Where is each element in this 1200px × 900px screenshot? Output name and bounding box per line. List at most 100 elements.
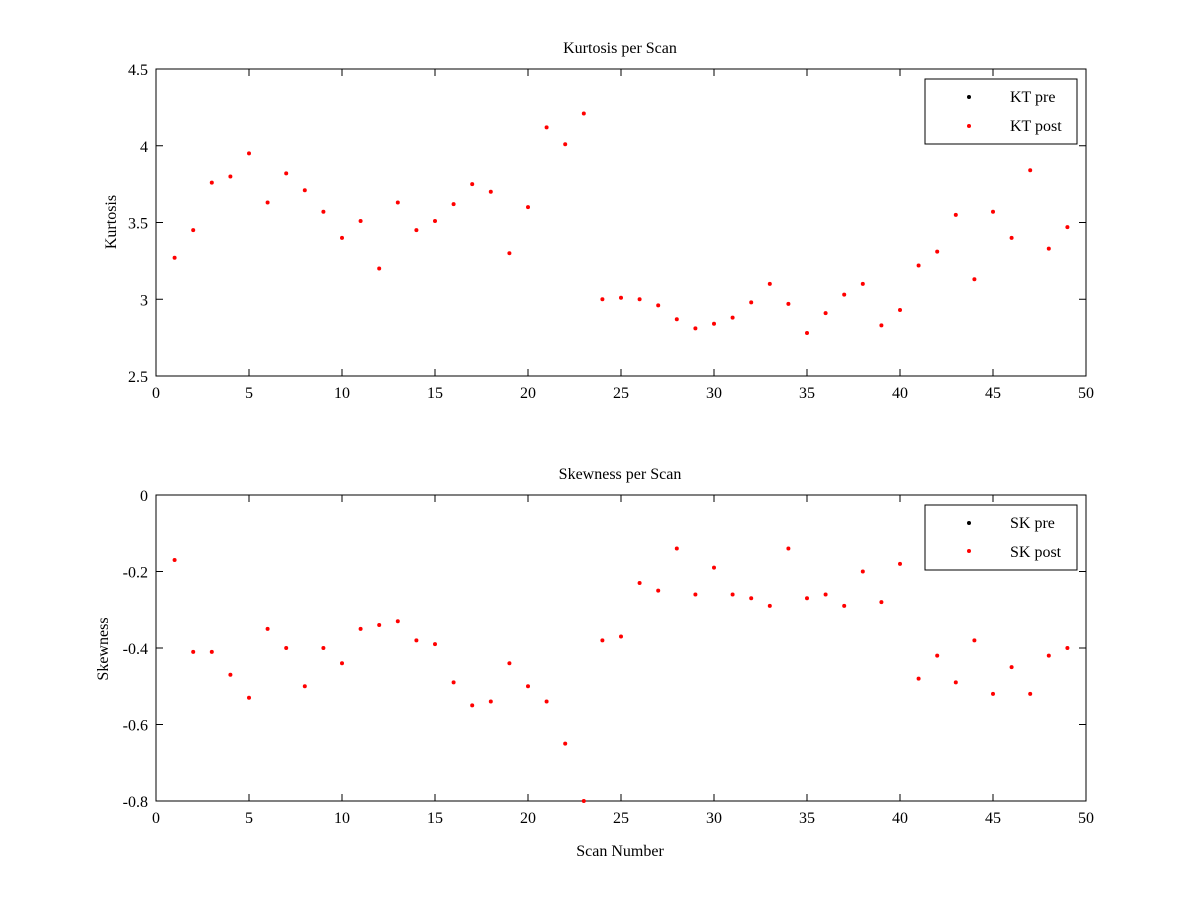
skewness-x-tick-label: 50 <box>1078 810 1094 827</box>
kurtosis-legend: KT pre KT post <box>924 78 1078 145</box>
skewness-point-post <box>284 646 289 650</box>
kurtosis-point-post <box>693 326 698 331</box>
kurtosis-point-post <box>247 151 251 156</box>
kurtosis-point-post <box>786 301 791 306</box>
kurtosis-point-post <box>544 125 549 130</box>
kurtosis-point-post <box>321 209 326 214</box>
skewness-point-post <box>674 546 679 551</box>
skewness-point-post <box>842 603 847 608</box>
kurtosis-point-post <box>433 218 437 223</box>
kurtosis-point-post <box>470 182 475 187</box>
skewness-point-post <box>544 699 549 704</box>
skewness-x-tick-label: 25 <box>613 810 629 827</box>
kurtosis-point-post <box>1046 246 1051 251</box>
kurtosis-point-post <box>953 212 958 217</box>
kurtosis-y-tick-label: 3 <box>140 292 148 309</box>
skewness-point-post <box>823 592 828 597</box>
skewness-point-post <box>191 649 196 654</box>
kurtosis-point-post <box>842 292 847 297</box>
kurtosis-point-post <box>581 111 586 116</box>
skewness-legend-box <box>924 504 1078 571</box>
skewness-x-tick-label: 45 <box>985 810 1001 827</box>
kurtosis-point-post <box>674 317 679 322</box>
skewness-point-post <box>953 680 958 685</box>
skewness-point-post <box>786 546 791 551</box>
skewness-point-post <box>656 588 661 593</box>
kurtosis-point-post <box>488 189 493 194</box>
kurtosis-legend-box <box>924 78 1078 145</box>
skewness-y-tick-label: -0.4 <box>123 641 148 658</box>
kurtosis-point-post <box>284 171 289 176</box>
kurtosis-y-label: Kurtosis <box>103 195 120 249</box>
kurtosis-y-tick-label: 4.5 <box>128 62 148 79</box>
skewness-legend-pre-label: SK pre <box>1010 515 1055 532</box>
skewness-y-label: Skewness <box>95 617 112 680</box>
skewness-point-post <box>693 592 698 597</box>
skewness-point-post <box>395 619 400 624</box>
kurtosis-point-post <box>358 218 363 223</box>
kurtosis-x-tick-label: 20 <box>520 385 536 402</box>
skewness-point-post <box>749 596 754 601</box>
kurtosis-panel: Kurtosis per Scan Kurtosis 0 5 10 15 20 25 30 3… <box>103 40 1094 402</box>
skewness-point-post <box>1009 665 1014 670</box>
skewness-legend: SK pre SK post <box>924 504 1078 571</box>
skewness-point-post <box>619 634 623 639</box>
kurtosis-legend-post-marker <box>967 124 971 128</box>
skewness-point-post <box>302 684 307 689</box>
skewness-point-post <box>451 680 456 685</box>
kurtosis-point-post <box>265 200 270 205</box>
kurtosis-point-post <box>879 323 884 328</box>
skewness-point-post <box>860 569 865 574</box>
kurtosis-legend-pre-label: KT pre <box>1010 89 1055 106</box>
skewness-point-post <box>488 699 493 704</box>
skewness-x-label: Scan Number <box>576 843 664 860</box>
kurtosis-point-post <box>935 249 940 254</box>
kurtosis-point-post <box>451 202 456 207</box>
skewness-x-tick-label: 5 <box>245 810 253 827</box>
kurtosis-point-post <box>600 297 605 302</box>
skewness-legend-post-marker <box>967 549 971 553</box>
kurtosis-x-tick-label: 15 <box>427 385 443 402</box>
kurtosis-points <box>172 111 1070 336</box>
skewness-point-post <box>358 626 363 631</box>
skewness-point-post <box>730 592 735 597</box>
skewness-axes: 0 5 10 15 20 25 30 35 40 45 50 -0.8 -0.6 -0.4 -0.2 0 <box>123 488 1094 827</box>
skewness-point-post <box>470 703 475 708</box>
skewness-point-post <box>1046 653 1051 658</box>
skewness-point-post <box>228 672 233 677</box>
skewness-point-post <box>377 623 382 628</box>
skewness-point-post <box>247 695 251 700</box>
skewness-point-post <box>712 565 716 570</box>
kurtosis-point-post <box>172 255 177 260</box>
skewness-point-post <box>321 646 326 650</box>
kurtosis-legend-pre-marker <box>967 95 971 99</box>
kurtosis-point-post <box>972 277 977 282</box>
kurtosis-point-post <box>377 266 382 271</box>
skewness-point-post <box>898 561 902 566</box>
skewness-point-post <box>1065 646 1070 650</box>
kurtosis-point-post <box>656 303 661 308</box>
kurtosis-point-post <box>619 295 623 300</box>
skewness-title: Skewness per Scan <box>559 466 682 483</box>
kurtosis-point-post <box>712 321 716 326</box>
kurtosis-x-tick-label: 30 <box>706 385 722 402</box>
skewness-point-post <box>991 691 995 696</box>
skewness-point-post <box>414 638 419 643</box>
kurtosis-title: Kurtosis per Scan <box>563 40 677 57</box>
kurtosis-point-post <box>563 142 568 147</box>
skewness-x-tick-label: 0 <box>152 810 160 827</box>
skewness-point-post <box>916 676 921 681</box>
skewness-point-post <box>209 649 214 654</box>
kurtosis-point-post <box>730 315 735 320</box>
skewness-legend-pre-marker <box>967 521 971 525</box>
skewness-point-post <box>581 799 586 803</box>
kurtosis-x-tick-label: 10 <box>334 385 350 402</box>
kurtosis-point-post <box>507 251 512 256</box>
skewness-points <box>172 546 1070 803</box>
skewness-x-tick-label: 40 <box>892 810 908 827</box>
kurtosis-x-tick-label: 40 <box>892 385 908 402</box>
kurtosis-x-tick-label: 0 <box>152 385 160 402</box>
skewness-point-post <box>433 642 437 647</box>
kurtosis-x-tick-label: 5 <box>245 385 253 402</box>
